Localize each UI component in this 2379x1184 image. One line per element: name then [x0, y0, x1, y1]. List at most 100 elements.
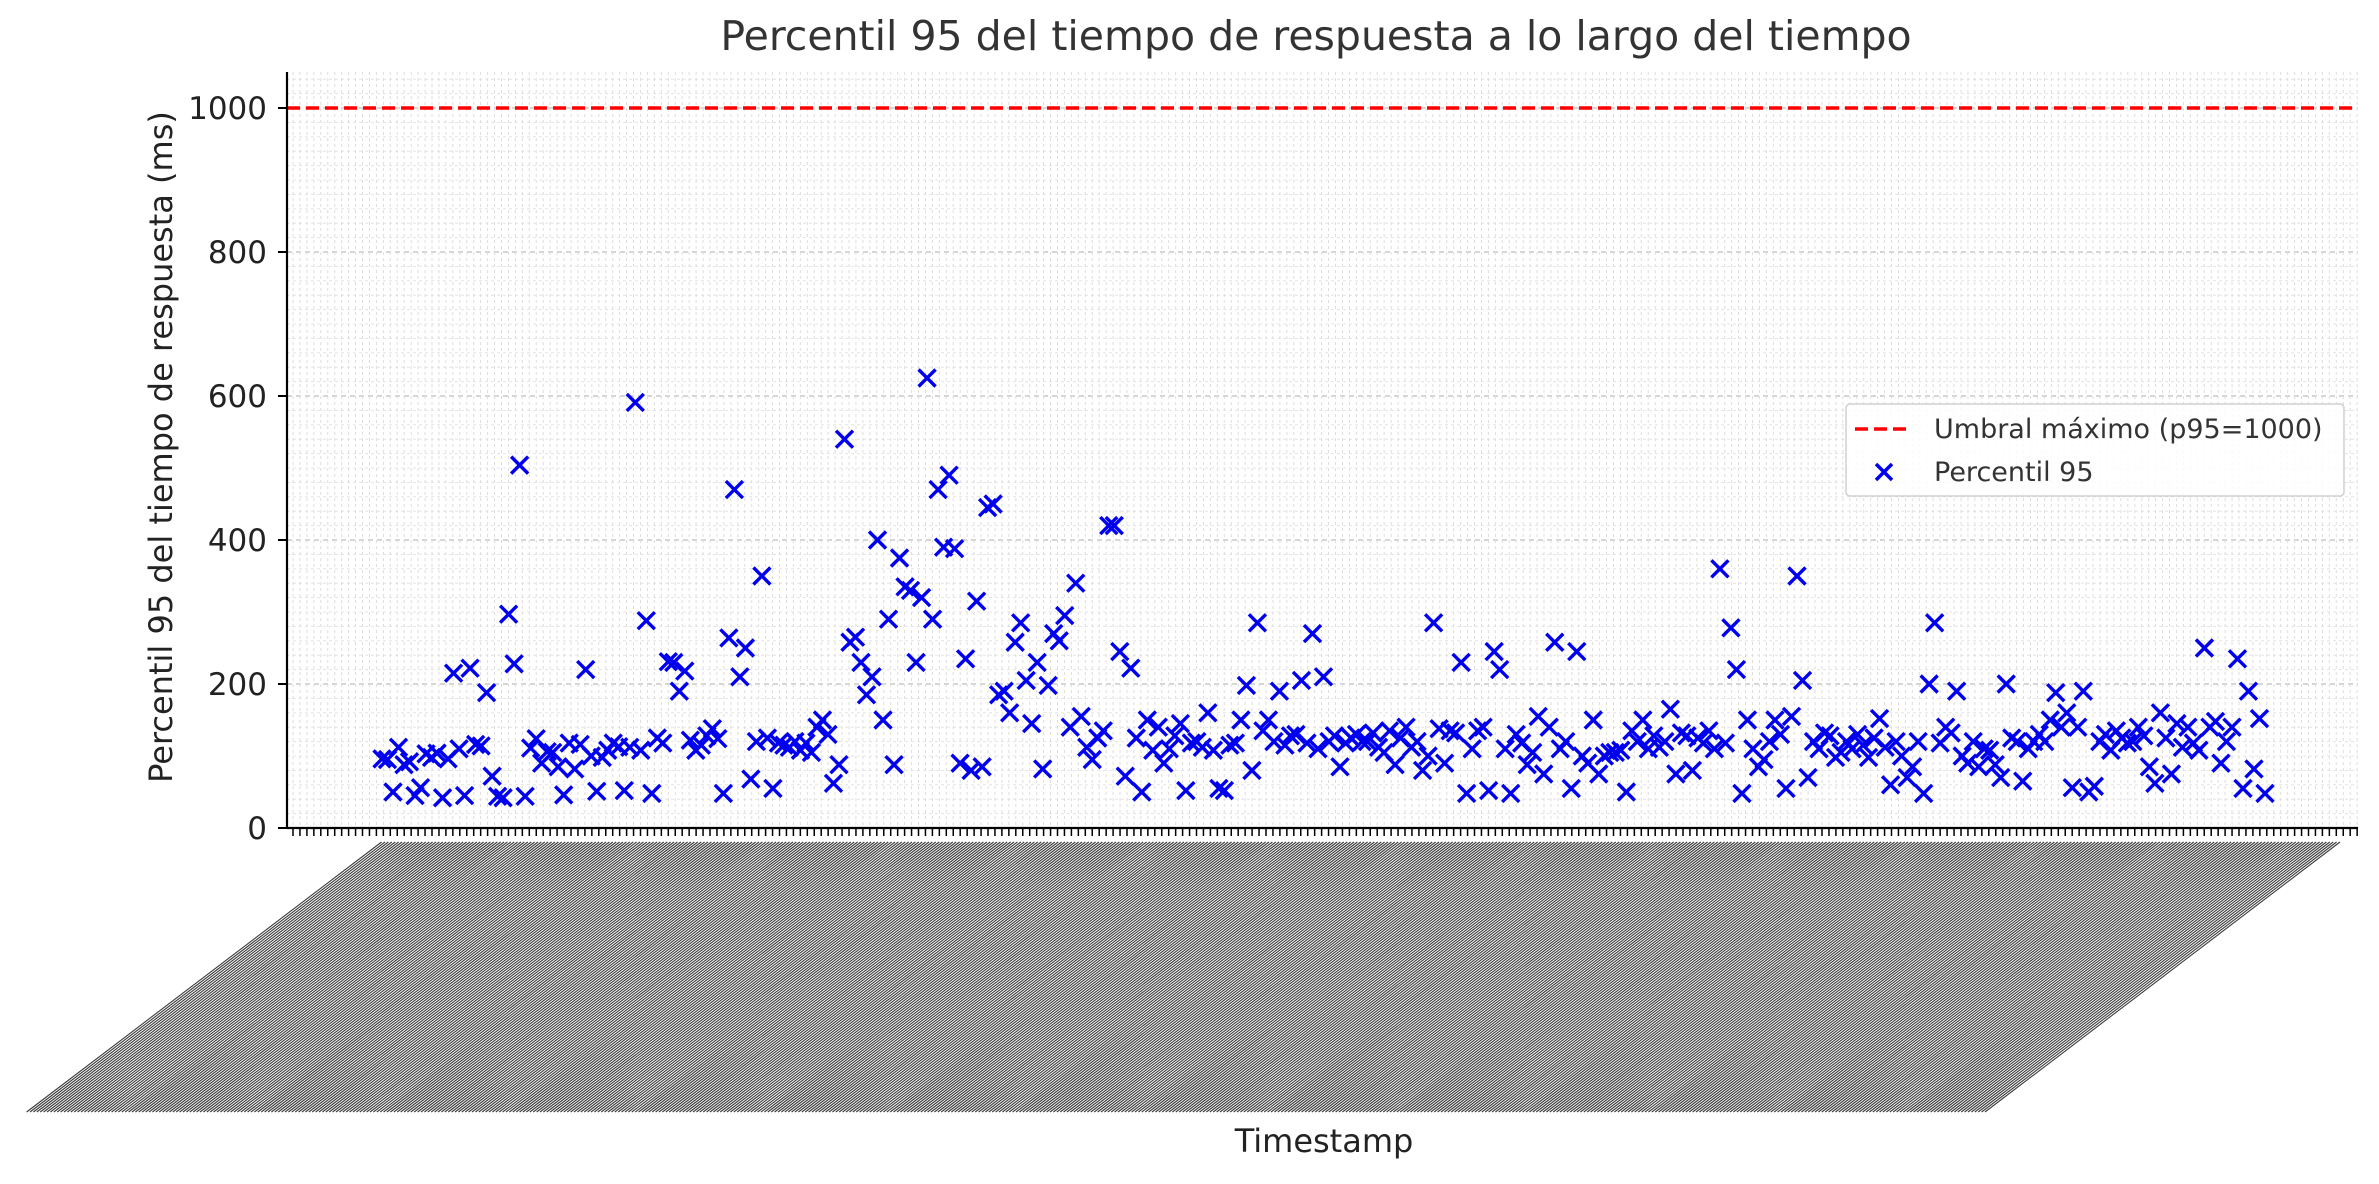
data-point: [432, 788, 453, 808]
data-point: [1242, 760, 1262, 781]
data-point: [1330, 757, 1350, 777]
data-point: [1297, 733, 1317, 753]
data-point: [752, 566, 772, 586]
data-point: [372, 749, 392, 769]
legend-series-label: Percentil 95: [1934, 457, 2094, 488]
data-point: [1770, 724, 1791, 745]
data-point: [1671, 723, 1692, 743]
data-point: [1693, 733, 1714, 753]
data-point: [939, 465, 959, 485]
data-point: [1655, 731, 1675, 752]
data-point: [2128, 717, 2149, 737]
data-point: [487, 786, 508, 807]
data-point: [1605, 742, 1626, 763]
data-point: [1996, 674, 2016, 694]
data-point: [410, 777, 431, 798]
data-point: [1946, 681, 1967, 701]
data-point: [1115, 766, 1135, 786]
data-point: [1264, 731, 1284, 752]
data-point: [1407, 731, 1427, 752]
data-point: [708, 729, 728, 749]
data-point: [2139, 757, 2160, 777]
data-point: [1066, 573, 1086, 593]
x-ticks: [26, 828, 2358, 1113]
data-point: [2233, 778, 2253, 799]
data-point: [2035, 731, 2055, 752]
y-tick-label: 1000: [188, 91, 267, 127]
data-point: [966, 591, 987, 611]
data-point: [1121, 658, 1141, 678]
data-point: [2084, 776, 2105, 796]
data-point: [1776, 778, 1796, 799]
legend-series-swatch: [1874, 462, 1894, 482]
data-point: [1897, 767, 1917, 788]
legend-box: [1845, 403, 2345, 497]
data-point: [1919, 674, 1939, 694]
data-point: [1957, 753, 1978, 773]
data-point: [2068, 717, 2088, 737]
data-point: [504, 654, 524, 674]
data-point: [1539, 717, 1559, 737]
data-point: [454, 785, 475, 806]
data-point: [1583, 710, 1603, 730]
data-point: [1556, 731, 1576, 752]
data-point: [1010, 613, 1031, 633]
data-point: [1980, 740, 2000, 760]
data-point: [2073, 681, 2094, 701]
data-point: [620, 737, 640, 758]
data-point: [983, 494, 1003, 514]
data-point: [2249, 708, 2270, 729]
data-point: [1754, 749, 1774, 770]
data-point: [2227, 649, 2248, 669]
data-point: [724, 479, 745, 500]
data-point: [2123, 731, 2143, 752]
data-point: [1247, 613, 1268, 633]
data-point: [520, 738, 541, 758]
data-point: [862, 667, 882, 687]
y-axis-label: Percentil 95 del tiempo de respuesta (ms…: [142, 111, 180, 783]
data-point: [1666, 764, 1686, 784]
data-point: [669, 681, 690, 701]
data-point: [1968, 757, 1989, 777]
data-point: [1291, 670, 1312, 691]
data-point: [476, 682, 497, 703]
data-point: [1858, 747, 1879, 768]
data-point: [702, 718, 723, 739]
data-point: [1203, 740, 1224, 760]
data-point: [1644, 726, 1664, 746]
data-point: [873, 710, 893, 730]
data-point: [1456, 783, 1477, 804]
data-point: [675, 661, 695, 681]
data-point: [1473, 717, 1493, 737]
data-point: [1842, 739, 1862, 759]
data-point: [498, 604, 519, 624]
data-point: [1682, 760, 1703, 781]
data-point: [2178, 717, 2198, 737]
data-point: [944, 538, 965, 559]
data-point: [1478, 780, 1499, 801]
data-point: [1032, 759, 1053, 779]
data-point: [548, 757, 568, 777]
data-point: [1831, 742, 1851, 763]
data-point: [1545, 632, 1565, 652]
data-point: [509, 455, 530, 475]
data-point: [2205, 711, 2226, 732]
data-point: [818, 724, 838, 745]
data-point: [1027, 652, 1047, 673]
data-point: [1093, 721, 1113, 741]
data-point: [1038, 675, 1058, 696]
data-point: [1154, 753, 1174, 773]
data-point: [906, 652, 926, 673]
data-point: [565, 759, 585, 779]
data-point: [1192, 737, 1213, 758]
data-point: [1451, 652, 1471, 673]
data-point: [2046, 682, 2066, 703]
data-point: [845, 627, 866, 647]
gridlines: [287, 72, 2358, 829]
data-point: [1016, 670, 1036, 691]
data-point: [493, 788, 513, 808]
data-point: [856, 685, 877, 705]
scatter-points: [372, 368, 2275, 808]
data-point: [465, 734, 486, 755]
